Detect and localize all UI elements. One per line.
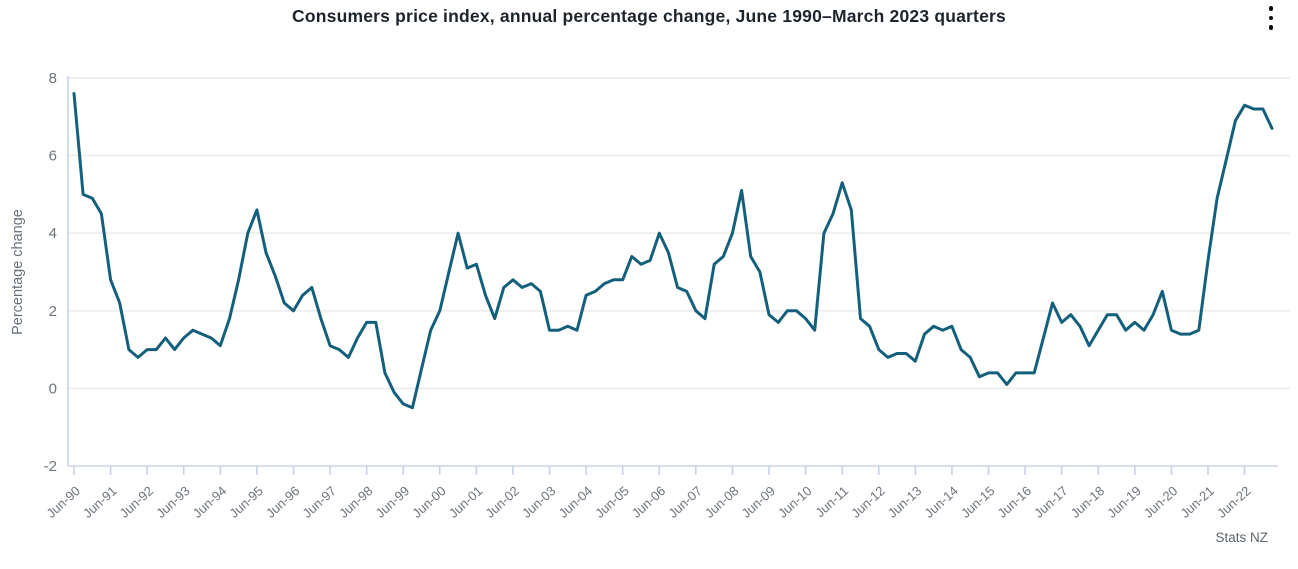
x-axis-label: Jun-20 [1141, 483, 1181, 521]
x-axis-label: Jun-98 [336, 483, 376, 521]
x-axis-label: Jun-94 [190, 483, 230, 521]
x-axis-label: Jun-17 [1031, 483, 1071, 521]
x-axis-label: Jun-95 [226, 483, 266, 521]
x-axis-label: Jun-97 [299, 483, 339, 521]
x-axis-label: Jun-02 [482, 483, 522, 521]
attribution-statsnz: Stats NZ [1215, 530, 1268, 545]
x-axis-label: Jun-06 [629, 483, 669, 521]
x-axis-label: Jun-12 [848, 483, 888, 521]
x-axis-label: Jun-09 [738, 483, 778, 521]
x-axis-label: Jun-05 [592, 483, 632, 521]
x-axis-label: Jun-92 [117, 483, 157, 521]
y-axis-label: 6 [49, 148, 57, 165]
y-axis-label: -2 [44, 458, 57, 475]
x-axis-label: Jun-91 [80, 483, 120, 521]
x-axis-label: Jun-90 [43, 483, 83, 521]
x-axis-label: Jun-04 [556, 483, 596, 521]
x-axis-label: Jun-21 [1177, 483, 1217, 521]
x-axis-label: Jun-00 [409, 483, 449, 521]
y-axis-label: 4 [49, 225, 57, 242]
kebab-dot [1268, 15, 1274, 20]
x-axis-label: Jun-10 [775, 483, 815, 521]
y-axis-label: 8 [49, 70, 57, 87]
x-axis-label: Jun-93 [153, 483, 193, 521]
cpi-line-series [72, 92, 1274, 410]
chart-title: Consumers price index, annual percentage… [292, 6, 1006, 26]
x-axis-label: Jun-08 [702, 483, 742, 521]
x-axis-label: Jun-01 [446, 483, 486, 521]
x-axis-label: Jun-16 [995, 483, 1035, 521]
x-axis-label: Jun-19 [1104, 483, 1144, 521]
kebab-dot [1268, 25, 1274, 30]
x-axis-label: Jun-11 [812, 483, 851, 520]
x-axis-label: Jun-14 [921, 483, 961, 521]
x-axis-label: Jun-18 [1068, 483, 1108, 521]
x-axis-label: Jun-03 [519, 483, 559, 521]
x-axis-label: Jun-96 [263, 483, 303, 521]
y-axis-label: 2 [49, 303, 57, 320]
kebab-menu-icon[interactable] [1262, 5, 1280, 39]
x-axis-label: Jun-99 [373, 483, 413, 521]
y-axis-label: 0 [49, 380, 57, 397]
kebab-dot [1268, 6, 1274, 11]
x-axis-label: Jun-07 [665, 483, 705, 521]
x-axis-label: Jun-22 [1214, 483, 1254, 521]
x-axis-label: Jun-15 [958, 483, 998, 521]
x-axis-label: Jun-13 [885, 483, 925, 521]
